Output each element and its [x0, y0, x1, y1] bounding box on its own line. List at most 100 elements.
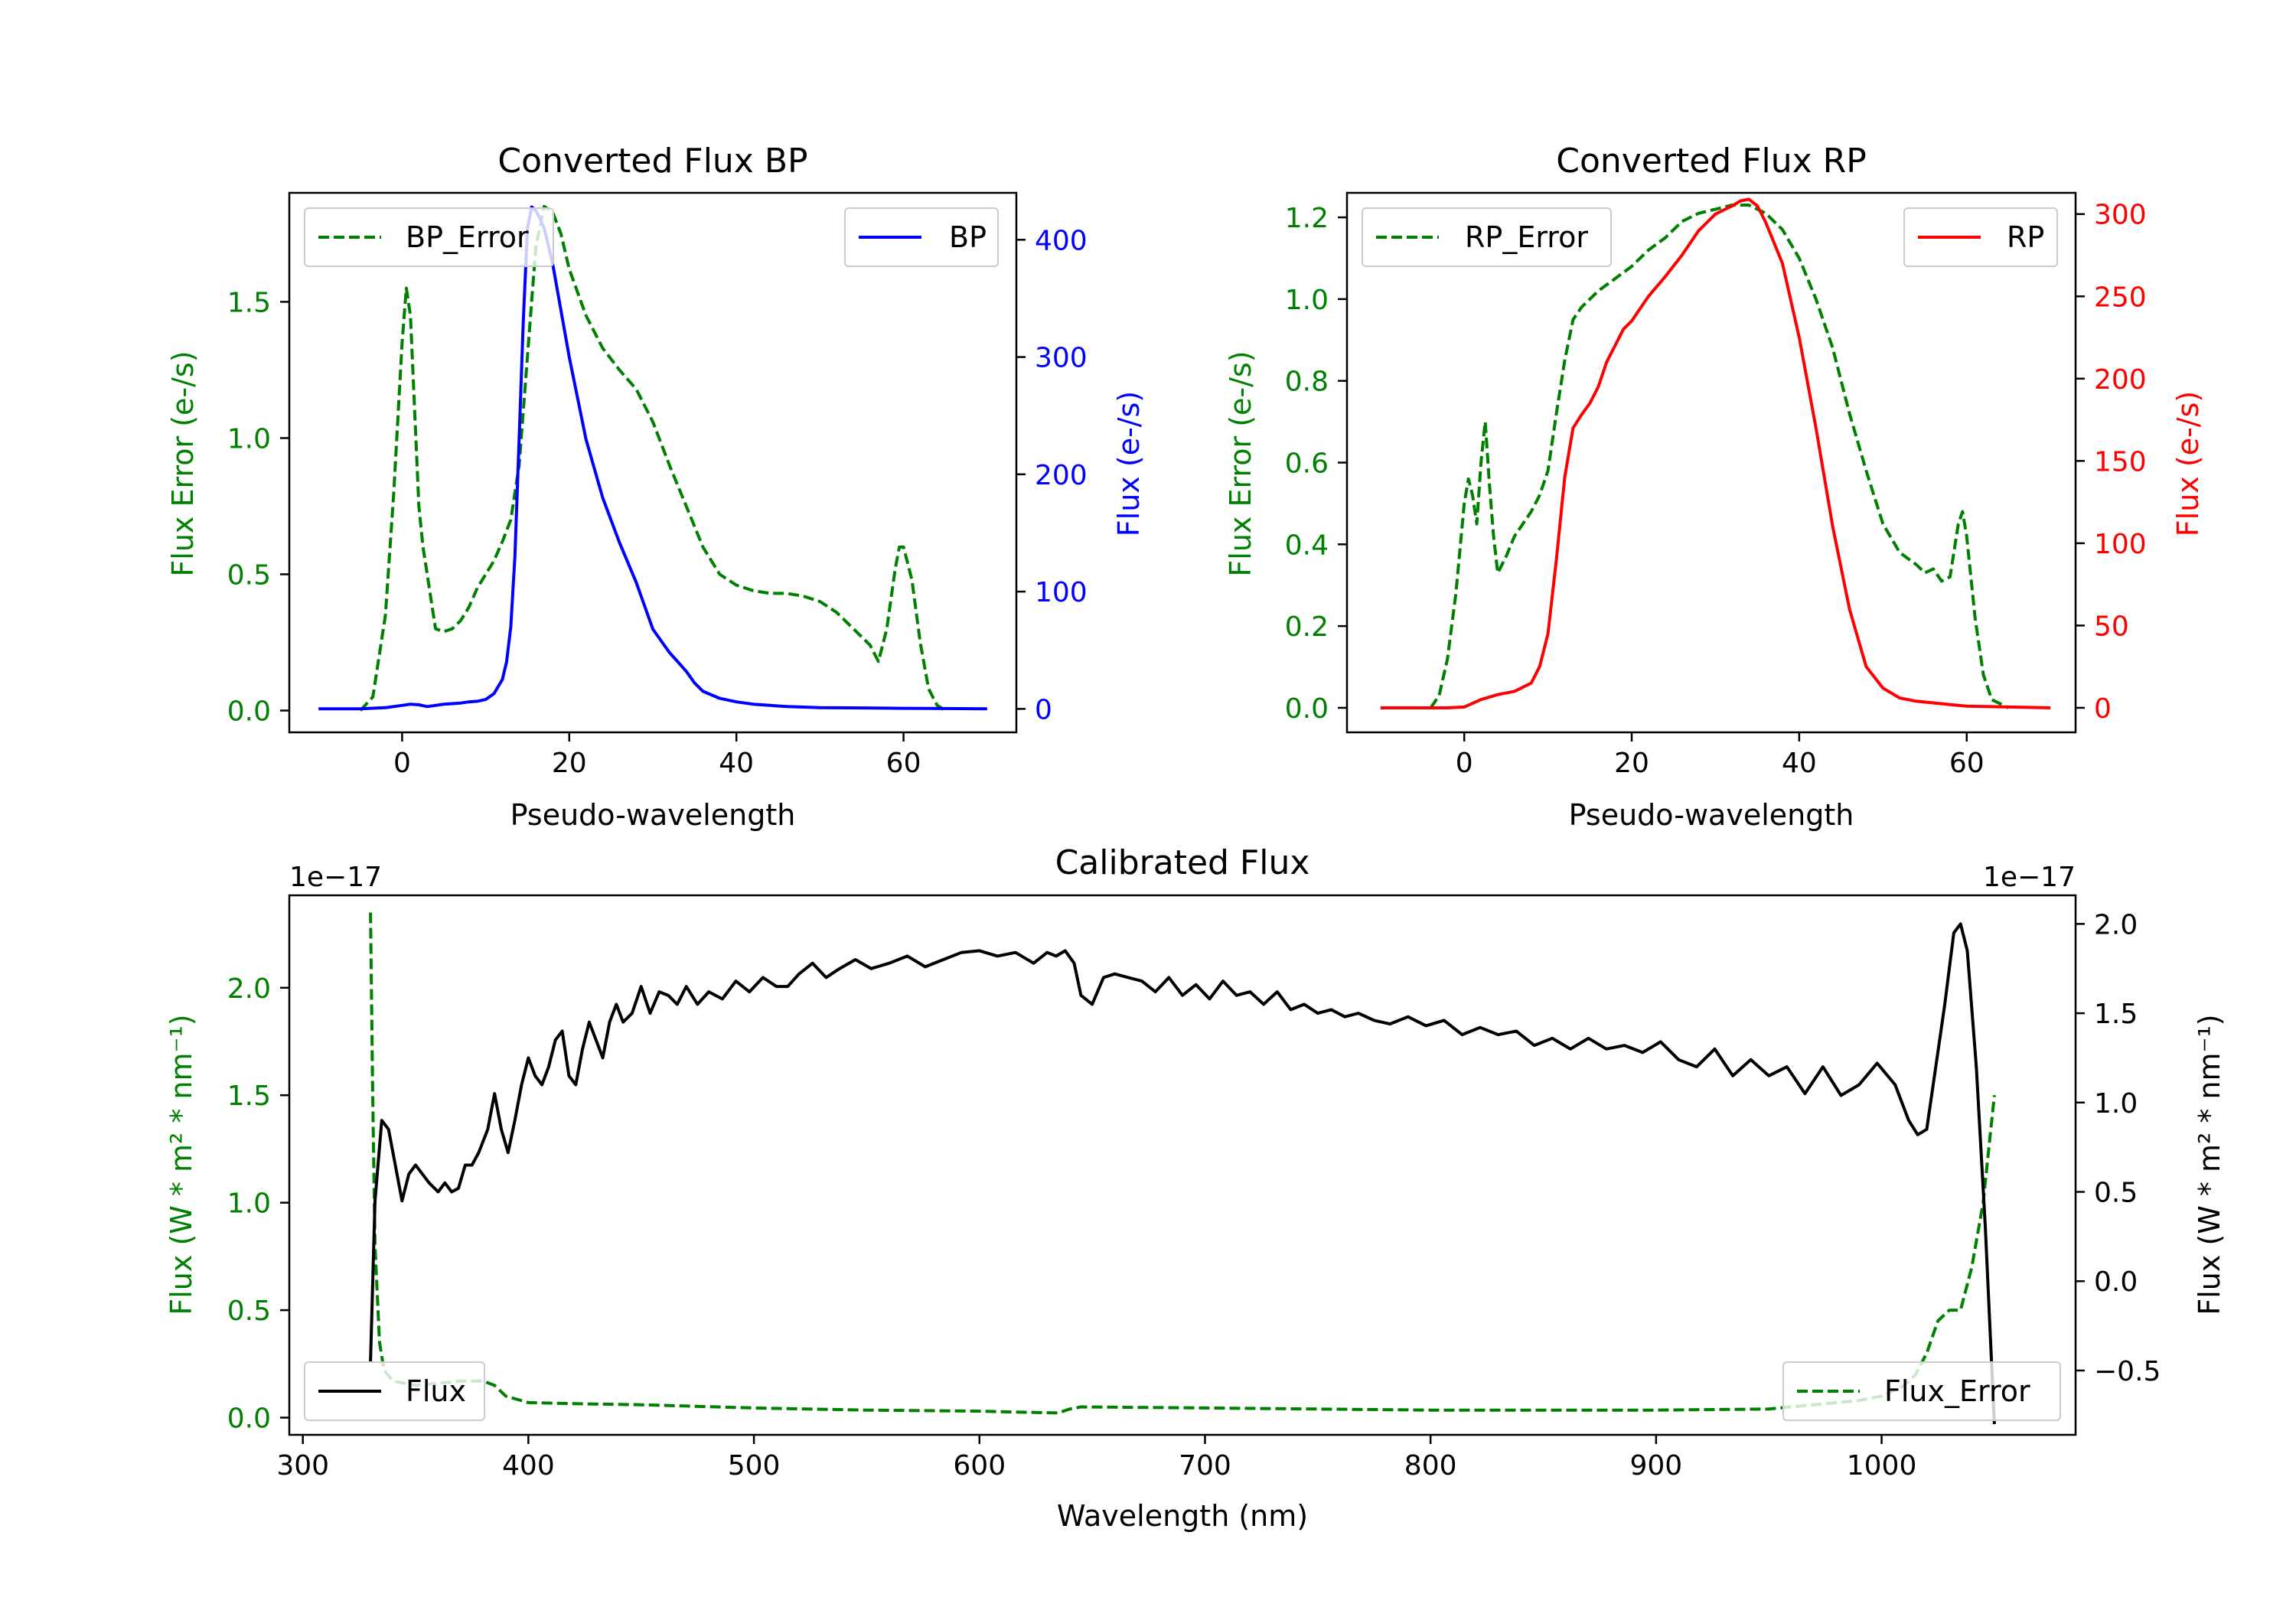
- rp-title: Converted Flux RP: [1556, 142, 1867, 181]
- cal-x-tick-label: 1000: [1847, 1450, 1917, 1482]
- cal-right-tick-label: −0.5: [2094, 1356, 2161, 1387]
- rp-x-tick-label: 20: [1614, 748, 1649, 779]
- bp-y-label-left: Flux Error (e-/s): [166, 350, 200, 576]
- cal-legend-error: Flux_Error: [1782, 1361, 2061, 1421]
- rp-left-tick-label: 0.8: [1285, 367, 1329, 398]
- cal-plot-area: [369, 912, 1996, 1425]
- rp-plot-area: [1380, 197, 2051, 709]
- cal-offset-left: 1e−17: [289, 862, 382, 893]
- cal-legend-error-label: Flux_Error: [1884, 1374, 2030, 1408]
- bp-right-ticks: 0 100 200 300 400: [1016, 225, 1088, 725]
- cal-x-tick-label: 700: [1179, 1450, 1231, 1482]
- rp-y-label-left: Flux Error (e-/s): [1224, 350, 1257, 576]
- cal-series-flux-line: [369, 922, 1996, 1425]
- rp-legend-error-label: RP_Error: [1465, 220, 1588, 254]
- rp-left-tick-label: 1.2: [1285, 203, 1329, 234]
- cal-x-tick-label: 300: [276, 1450, 329, 1482]
- rp-right-tick-label: 200: [2094, 364, 2147, 396]
- cal-y-label-left: Flux (W * m² * nm⁻¹): [165, 1014, 198, 1315]
- rp-x-tick-label: 40: [1782, 748, 1817, 779]
- cal-offset-right: 1e−17: [1983, 862, 2076, 893]
- cal-left-tick-label: 1.5: [227, 1081, 271, 1112]
- rp-legend-error: RP_Error: [1362, 207, 1612, 267]
- cal-right-tick-label: 1.5: [2094, 999, 2138, 1030]
- bp-right-tick-label: 200: [1035, 460, 1088, 491]
- bp-left-tick-label: 0.5: [227, 559, 271, 591]
- cal-title: Calibrated Flux: [1055, 843, 1310, 882]
- cal-legend-flux: Flux: [304, 1361, 485, 1421]
- rp-series-rp-line: [1380, 197, 2051, 709]
- bp-x-ticks: 0 20 40 60: [393, 732, 921, 779]
- rp-x-label: Pseudo-wavelength: [1569, 798, 1854, 832]
- rp-left-tick-label: 0.4: [1285, 530, 1329, 561]
- cal-left-tick-label: 2.0: [227, 973, 271, 1005]
- cal-series-flux-error-line: [369, 912, 1996, 1415]
- bp-x-tick-label: 20: [552, 748, 587, 779]
- bp-frame: [288, 191, 1018, 734]
- bp-x-tick-label: 0: [393, 748, 411, 779]
- rp-x-ticks: 0 20 40 60: [1456, 732, 1985, 779]
- rp-right-tick-label: 0: [2094, 693, 2112, 725]
- bp-legend-error: BP_Error: [304, 207, 554, 267]
- rp-left-tick-label: 0.0: [1285, 693, 1329, 725]
- cal-x-tick-label: 600: [953, 1450, 1006, 1482]
- bp-plot-area: [318, 204, 987, 712]
- bp-legend-error-label: BP_Error: [406, 220, 529, 254]
- bp-left-ticks: 0.0 0.5 1.0 1.5: [227, 287, 289, 728]
- rp-right-tick-label: 100: [2094, 529, 2147, 560]
- bp-right-tick-label: 0: [1035, 694, 1052, 725]
- cal-x-tick-label: 800: [1404, 1450, 1457, 1482]
- bp-x-tick-label: 60: [886, 748, 921, 779]
- chart-bp: Converted Flux BP 0 20 40 60 0.0 0.5 1.0 1.5 0…: [166, 142, 1146, 832]
- bp-title: Converted Flux BP: [497, 142, 807, 181]
- bp-right-tick-label: 100: [1035, 577, 1088, 608]
- bp-right-tick-label: 400: [1035, 225, 1088, 256]
- bp-y-label-right: Flux (e-/s): [1112, 391, 1146, 536]
- bp-legend-flux: BP: [844, 207, 999, 267]
- rp-left-ticks: 0.0 0.2 0.4 0.6 0.8 1.0 1.2: [1285, 203, 1347, 725]
- bp-right-tick-label: 300: [1035, 343, 1088, 374]
- rp-x-tick-label: 60: [1949, 748, 1985, 779]
- rp-series-rp-error-line: [1429, 204, 2010, 709]
- cal-x-tick-label: 400: [502, 1450, 555, 1482]
- bp-left-tick-label: 1.0: [227, 423, 271, 455]
- cal-right-tick-label: 1.0: [2094, 1088, 2138, 1120]
- rp-y-label-right: Flux (e-/s): [2171, 391, 2205, 536]
- rp-right-tick-label: 250: [2094, 282, 2147, 313]
- rp-x-tick-label: 0: [1456, 748, 1473, 779]
- bp-left-tick-label: 0.0: [227, 696, 271, 728]
- bp-legend-flux-label: BP: [949, 220, 987, 254]
- bp-x-label: Pseudo-wavelength: [510, 798, 796, 832]
- cal-left-tick-label: 0.5: [227, 1296, 271, 1327]
- rp-frame: [1345, 191, 2077, 734]
- cal-x-ticks: 300 400 500 600 700 800 900 1000: [276, 1435, 1916, 1482]
- rp-right-ticks: 0 50 100 150 200 250 300: [2076, 200, 2147, 725]
- cal-x-label: Wavelength (nm): [1057, 1499, 1308, 1533]
- cal-right-ticks: −0.5 0.0 0.5 1.0 1.5 2.0: [2076, 909, 2161, 1387]
- rp-left-tick-label: 0.6: [1285, 448, 1329, 480]
- rp-legend-flux: RP: [1903, 207, 2058, 267]
- chart-calibrated: Calibrated Flux 1e−17 1e−17 300 400 500 600…: [165, 843, 2226, 1533]
- cal-right-tick-label: 0.5: [2094, 1178, 2138, 1209]
- cal-legend-flux-label: Flux: [406, 1374, 466, 1408]
- cal-left-tick-label: 1.0: [227, 1188, 271, 1220]
- rp-left-tick-label: 0.2: [1285, 611, 1329, 643]
- rp-left-tick-label: 1.0: [1285, 285, 1329, 316]
- bp-left-tick-label: 1.5: [227, 287, 271, 318]
- cal-left-ticks: 0.0 0.5 1.0 1.5 2.0: [227, 973, 289, 1435]
- cal-x-tick-label: 500: [728, 1450, 781, 1482]
- cal-frame: [288, 894, 2077, 1436]
- rp-right-tick-label: 150: [2094, 446, 2147, 478]
- rp-right-tick-label: 300: [2094, 200, 2147, 231]
- chart-rp: Converted Flux RP 0 20 40 60 0.00.20.40.60.…: [1224, 142, 2205, 832]
- cal-right-tick-label: 2.0: [2094, 909, 2138, 940]
- rp-right-tick-label: 50: [2094, 611, 2129, 642]
- cal-x-tick-label: 900: [1630, 1450, 1683, 1482]
- rp-legend-flux-label: RP: [2007, 220, 2044, 254]
- cal-left-tick-label: 0.0: [227, 1403, 271, 1435]
- bp-x-tick-label: 40: [719, 748, 754, 779]
- cal-y-label-right: Flux (W * m² * nm⁻¹): [2193, 1014, 2226, 1315]
- cal-right-tick-label: 0.0: [2094, 1266, 2138, 1298]
- bp-series-bp-error-line: [359, 204, 947, 712]
